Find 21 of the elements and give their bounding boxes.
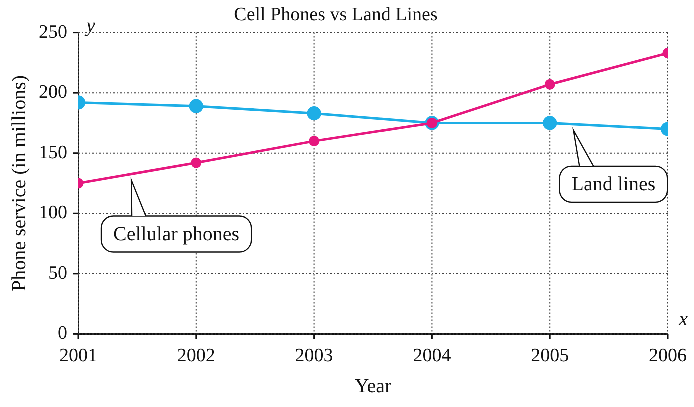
x-tick-label: 2001: [60, 346, 98, 367]
annotation: y: [84, 15, 96, 38]
y-tick-label: 50: [48, 262, 68, 284]
point: [307, 106, 322, 121]
x-tick-label: 2005: [531, 346, 570, 367]
text: Land lines: [572, 174, 656, 196]
x-axis-title: Year: [354, 375, 392, 398]
y-tick-label: 100: [39, 202, 68, 224]
text: Cellular phones: [114, 224, 240, 246]
y-tick-label: 200: [39, 82, 68, 104]
text: x: [678, 308, 688, 330]
y-tick-label: 250: [39, 22, 68, 43]
x-tick-label: 2006: [649, 346, 687, 367]
y-axis-title: Phone service (in millions): [8, 75, 30, 292]
x-tick-label: 2004: [413, 346, 452, 367]
chart-title: Cell Phones vs Land Lines: [234, 4, 438, 26]
x-tick-label: 2002: [177, 346, 216, 367]
y-tick-label: 150: [39, 142, 68, 164]
point: [309, 136, 320, 147]
y-tick-label: 0: [58, 323, 68, 344]
x-tick-label: 2003: [295, 346, 334, 367]
